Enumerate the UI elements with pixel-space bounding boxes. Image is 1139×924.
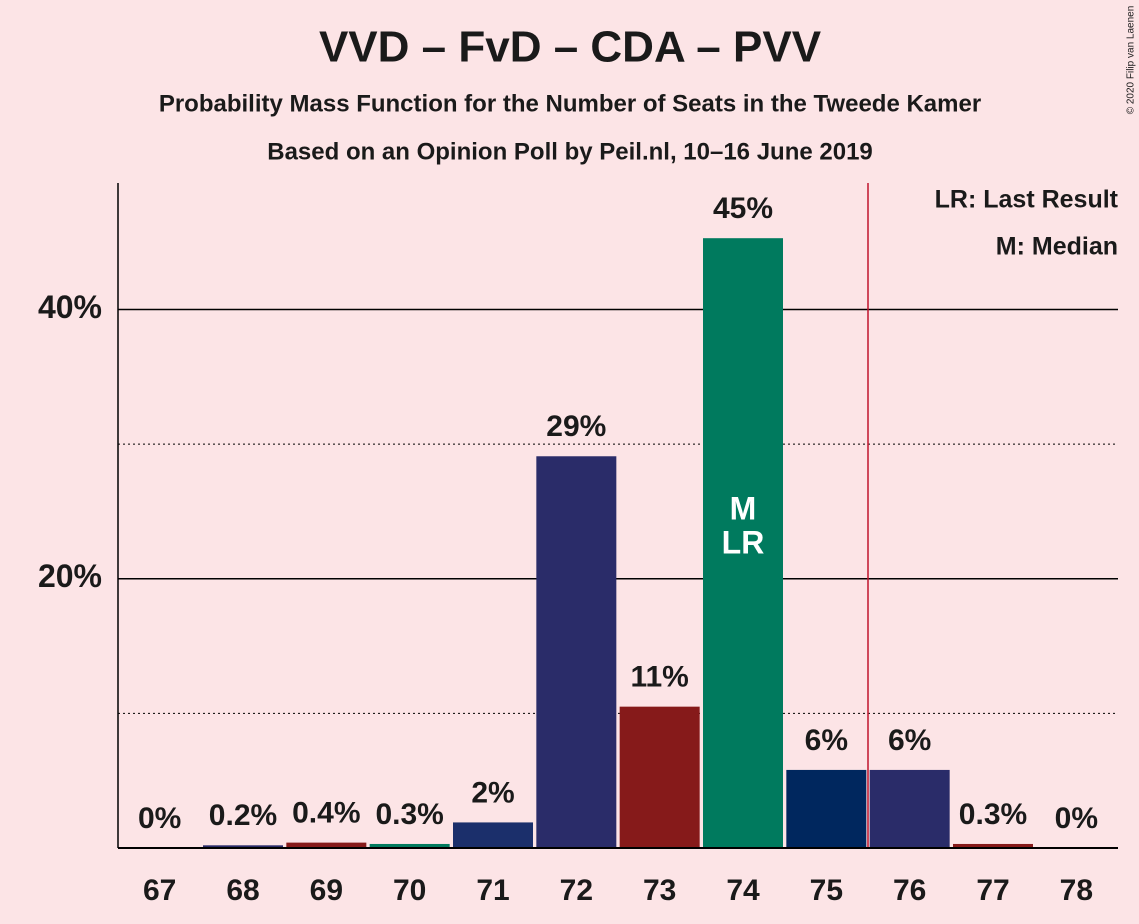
copyright: © 2020 Filip van Laenen (1126, 6, 1137, 115)
value-label: 2% (471, 776, 514, 809)
legend-entry: LR: Last Result (935, 186, 1119, 214)
bar (953, 843, 1033, 848)
last-result-label: LR (722, 525, 765, 561)
value-label: 0.4% (292, 797, 360, 830)
x-tick-label: 77 (976, 874, 1009, 907)
x-tick-label: 71 (476, 874, 509, 907)
value-label: 0.3% (375, 798, 443, 831)
value-label: 6% (805, 724, 848, 757)
bar (619, 706, 700, 848)
x-tick-label: 73 (643, 874, 676, 907)
y-tick-label: 40% (38, 289, 102, 325)
chart-subtitle: Based on an Opinion Poll by Peil.nl, 10–… (267, 138, 873, 165)
x-tick-label: 69 (310, 874, 343, 907)
x-tick-label: 72 (560, 874, 593, 907)
value-label: 11% (630, 661, 688, 694)
value-label: 0.2% (209, 799, 277, 832)
value-label: 29% (546, 410, 606, 443)
chart-subtitle: Probability Mass Function for the Number… (159, 90, 981, 117)
x-tick-label: 78 (1060, 874, 1093, 907)
bar (786, 769, 867, 848)
value-label: 6% (888, 724, 931, 757)
bar (203, 845, 283, 848)
x-tick-label: 67 (143, 874, 176, 907)
value-label: 0% (138, 802, 181, 835)
bar (453, 822, 533, 848)
bar (286, 842, 367, 848)
value-label: 0% (1055, 802, 1098, 835)
median-label: M (730, 491, 757, 527)
y-tick-label: 20% (38, 558, 102, 594)
bar (536, 456, 617, 848)
value-label: 45% (713, 192, 773, 225)
chart-title: VVD – FvD – CDA – PVV (319, 23, 822, 72)
x-tick-label: 68 (226, 874, 259, 907)
bar (703, 238, 783, 848)
value-label: 0.3% (959, 798, 1027, 831)
bar (369, 843, 450, 848)
x-tick-label: 70 (393, 874, 426, 907)
x-tick-label: 76 (893, 874, 926, 907)
legend-entry: M: Median (996, 233, 1118, 261)
x-tick-label: 75 (810, 874, 843, 907)
x-tick-label: 74 (726, 874, 760, 907)
bar (869, 769, 950, 848)
